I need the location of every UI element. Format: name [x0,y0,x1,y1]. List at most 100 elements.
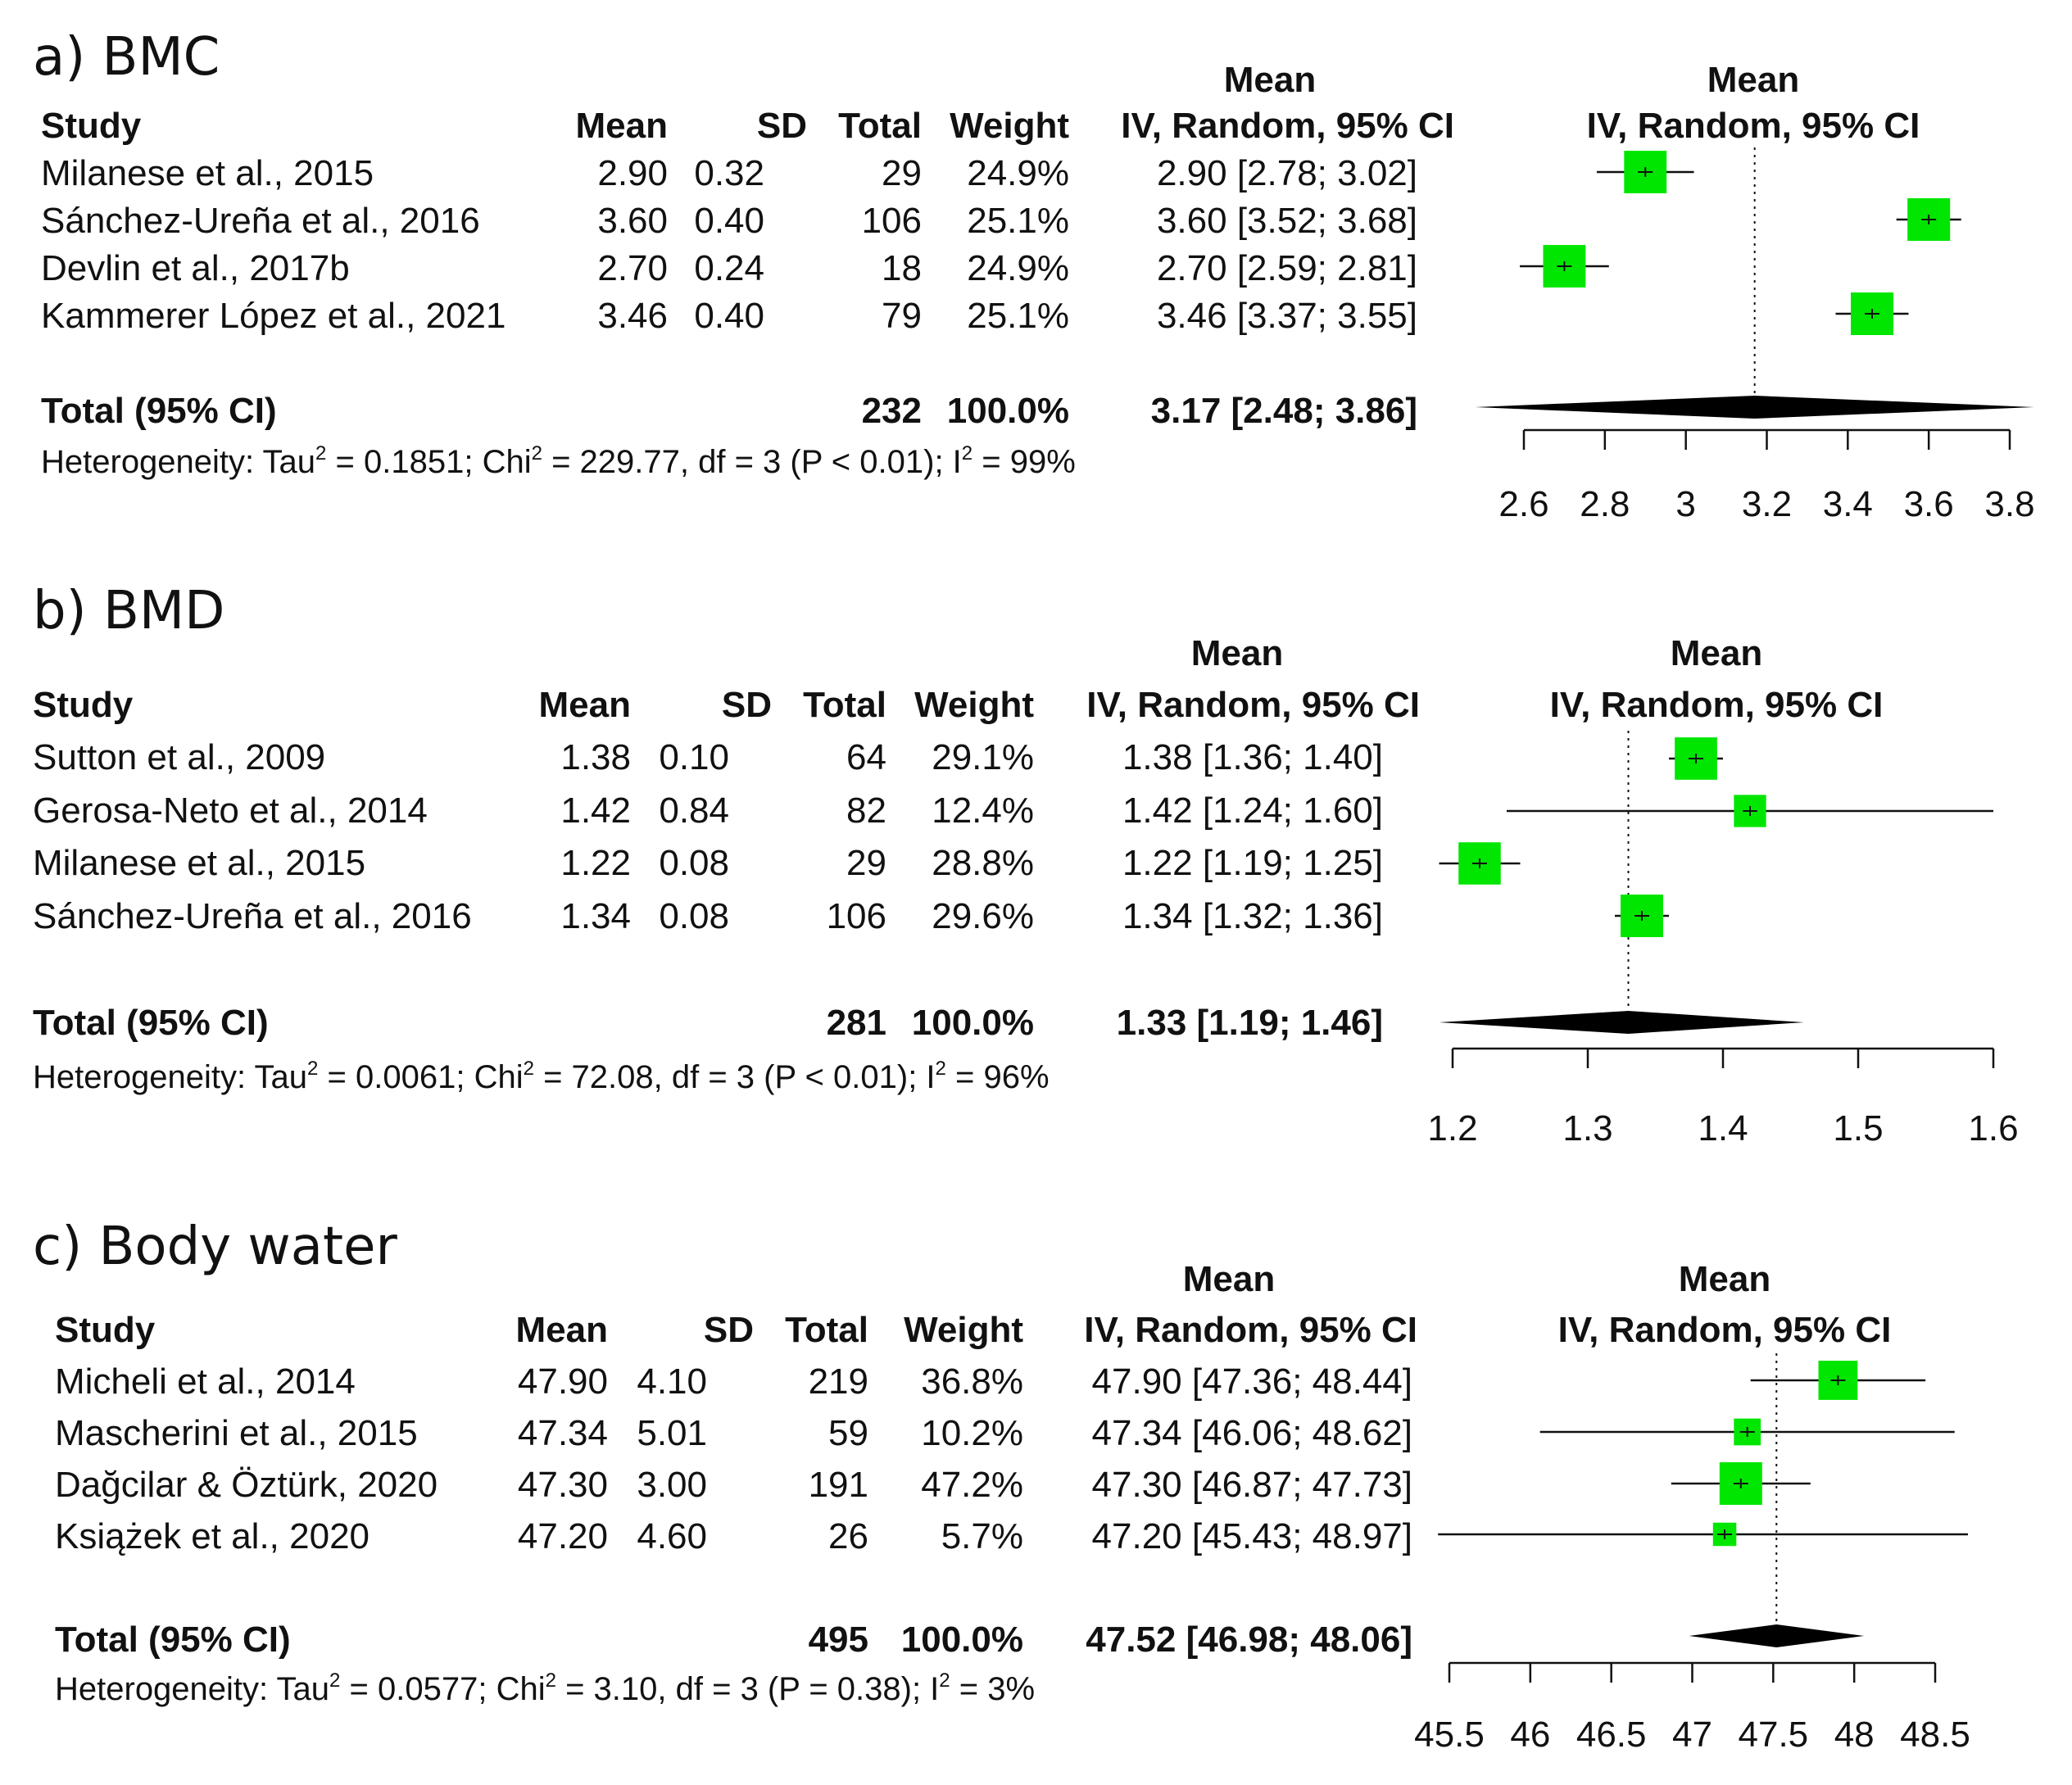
total-n: 232 [861,391,922,431]
study-name: Kammerer López et al., 2021 [41,296,506,336]
study-weight: 36.8% [921,1361,1023,1402]
study-ci: 2.90 [2.78; 3.02] [1156,153,1417,193]
study-total: 18 [882,248,922,288]
study-name: Mascherini et al., 2015 [55,1413,418,1453]
plot-header-top: Mean [1678,1259,1771,1299]
study-weight: 28.8% [932,843,1034,883]
col-header-weight: Weight [904,1310,1023,1350]
col-header-study: Study [55,1310,156,1350]
x-tick-label: 47 [1672,1715,1712,1755]
study-weight: 5.7% [941,1516,1023,1556]
col-header-sd: SD [721,685,772,725]
x-tick-label: 1.4 [1698,1108,1748,1148]
study-mean: 47.90 [517,1361,608,1402]
heterogeneity-text: Heterogeneity: Tau2 = 0.1851; Chi2 = 229… [41,442,1076,480]
forest-panel-body-water: c) Body water Mean Mean Study Mean SD To… [0,1196,2072,1785]
study-name: Sutton et al., 2009 [33,737,326,777]
x-tick-label: 45.5 [1414,1715,1485,1755]
col-header-sd: SD [703,1310,754,1350]
forest-plot-body-water: 45.5 46 46.5 47 47.5 48 48.5 [1414,1353,1970,1755]
col-header-ci: IV, Random, 95% CI [1084,1310,1417,1350]
study-sd: 0.10 [659,737,729,777]
panel-title: c) Body water [33,1216,397,1277]
study-mean: 1.42 [560,791,631,831]
study-total: 191 [808,1465,868,1505]
x-tick-label: 3.2 [1742,484,1792,524]
study-total: 219 [808,1361,868,1402]
study-name: Micheli et al., 2014 [55,1361,356,1402]
study-total: 106 [861,201,922,241]
study-sd: 3.00 [637,1465,707,1505]
study-ci: 1.34 [1.32; 1.36] [1122,896,1383,936]
plot-header-bottom: IV, Random, 95% CI [1557,1310,1892,1350]
study-name: Dağcilar & Öztürk, 2020 [55,1465,438,1505]
study-weight: 24.9% [967,153,1069,193]
study-ci: 2.70 [2.59; 2.81] [1156,248,1417,288]
x-tick-label: 1.2 [1427,1108,1477,1148]
col-header-total: Total [838,106,922,146]
study-name: Gerosa-Neto et al., 2014 [33,791,428,831]
study-sd: 5.01 [637,1413,707,1453]
x-tick-label: 1.6 [1968,1108,2018,1148]
x-tick-label: 3.4 [1823,484,1873,524]
total-weight: 100.0% [911,1003,1034,1043]
study-total: 26 [828,1516,868,1556]
col-header-mean: Mean [575,106,668,146]
forest-plot-bmc: 2.6 2.8 3 3.2 3.4 3.6 3.8 [1475,147,2035,524]
study-sd: 4.60 [637,1516,707,1556]
study-sd: 0.08 [659,896,729,936]
total-n: 495 [808,1620,868,1660]
study-weight: 29.6% [932,896,1034,936]
forest-panel-bmc: a) BMC Mean Mean Study Mean SD Total Wei… [0,0,2072,532]
study-mean: 47.34 [517,1413,608,1453]
study-name: Milanese et al., 2015 [33,843,366,883]
study-weight: 24.9% [967,248,1069,288]
study-weight: 25.1% [967,296,1069,336]
study-sd: 0.32 [694,153,764,193]
study-name: Książek et al., 2020 [55,1516,370,1556]
study-mean: 2.90 [597,153,668,193]
study-total: 79 [882,296,922,336]
x-tick-label: 2.6 [1498,484,1548,524]
pooled-diamond [1475,396,2034,419]
study-total: 59 [828,1413,868,1453]
study-ci: 47.90 [47.36; 48.44] [1091,1361,1412,1402]
study-weight: 47.2% [921,1465,1023,1505]
x-tick-label: 1.5 [1833,1108,1883,1148]
col-header-ci: IV, Random, 95% CI [1086,685,1420,725]
forest-panel-bmd: b) BMD Mean Mean Study Mean SD Total Wei… [0,573,2072,1163]
heterogeneity-text: Heterogeneity: Tau2 = 0.0061; Chi2 = 72.… [33,1058,1050,1095]
total-ci: 3.17 [2.48; 3.86] [1150,391,1417,431]
study-name: Milanese et al., 2015 [41,153,374,193]
plot-header-bottom: IV, Random, 95% CI [1586,106,1920,146]
plot-header-top: Mean [1670,633,1763,673]
study-mean: 1.22 [560,843,631,883]
study-ci: 47.34 [46.06; 48.62] [1091,1413,1412,1453]
study-sd: 0.24 [694,248,764,288]
study-mean: 1.38 [560,737,631,777]
study-weight: 12.4% [932,791,1034,831]
x-tick-label: 47.5 [1739,1715,1809,1755]
study-ci: 1.22 [1.19; 1.25] [1122,843,1383,883]
ci-header-top: Mean [1182,1259,1276,1299]
x-tick-label: 48 [1834,1715,1875,1755]
x-tick-label: 3.6 [1904,484,1954,524]
col-header-sd: SD [756,106,807,146]
study-weight: 29.1% [932,737,1034,777]
col-header-mean: Mean [515,1310,608,1350]
x-tick-label: 1.3 [1562,1108,1612,1148]
col-header-total: Total [803,685,886,725]
x-tick-label: 48.5 [1900,1715,1970,1755]
study-mean: 47.20 [517,1516,608,1556]
study-ci: 1.42 [1.24; 1.60] [1122,791,1383,831]
col-header-ci: IV, Random, 95% CI [1121,106,1454,146]
study-name: Sánchez-Ureña et al., 2016 [41,201,480,241]
study-mean: 3.46 [597,296,668,336]
study-mean: 1.34 [560,896,631,936]
study-weight: 25.1% [967,201,1069,241]
study-ci: 47.30 [46.87; 47.73] [1091,1465,1412,1505]
study-ci: 3.46 [3.37; 3.55] [1156,296,1417,336]
x-tick-label: 2.8 [1580,484,1630,524]
study-total: 106 [826,896,886,936]
study-ci: 47.20 [45.43; 48.97] [1091,1516,1412,1556]
